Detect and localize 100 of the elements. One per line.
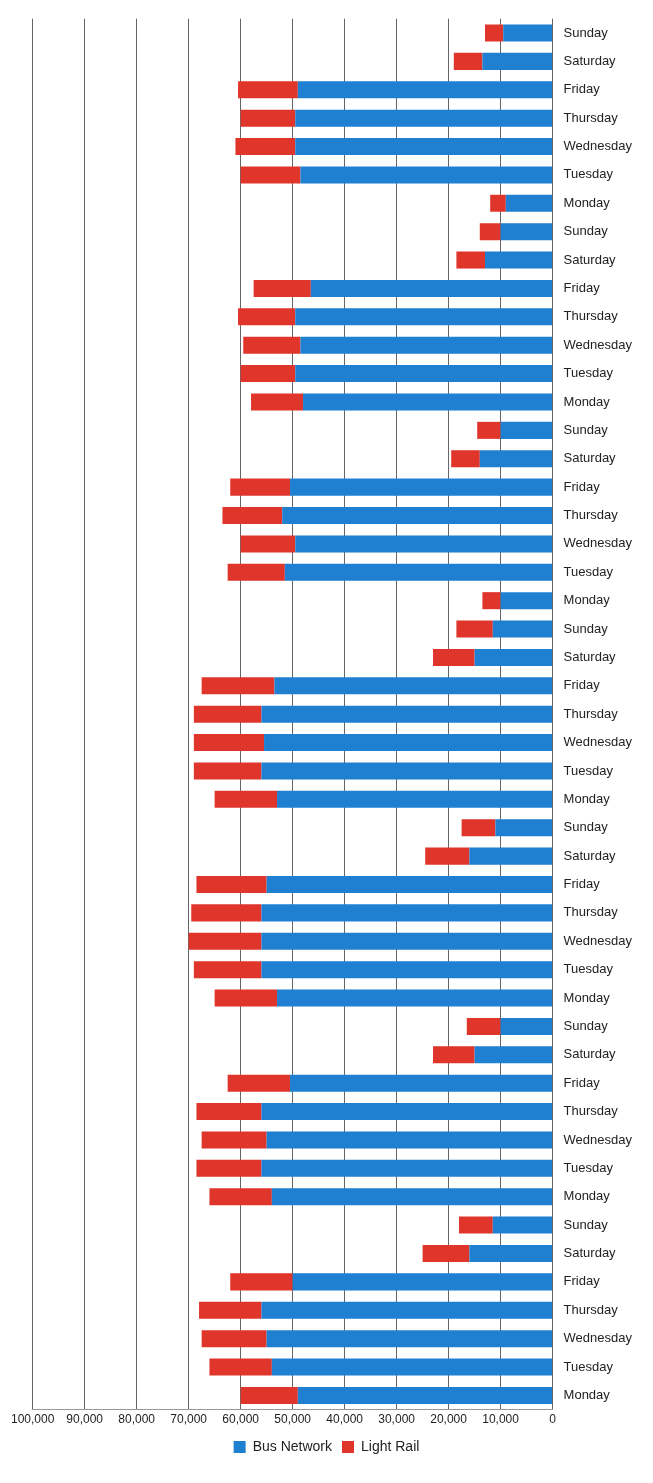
x-tick-label: 10,000: [482, 1412, 520, 1427]
bar: [277, 989, 553, 1007]
bar: [266, 1330, 553, 1348]
bar: [297, 1386, 553, 1404]
y-tick-label: Monday: [563, 1386, 611, 1402]
bar: [253, 279, 311, 297]
bar: [477, 421, 501, 439]
y-tick-label: Sunday: [563, 819, 609, 835]
bar: [193, 961, 262, 979]
bar: [264, 734, 553, 752]
x-tick-label: 90,000: [66, 1412, 104, 1427]
bar: [240, 1386, 298, 1404]
bar: [295, 365, 553, 383]
bar: [461, 819, 496, 837]
y-tick-label: Wednesday: [563, 336, 633, 352]
bar: [456, 620, 493, 638]
bar: [290, 478, 553, 496]
bar: [261, 961, 553, 979]
bar: [292, 1273, 553, 1291]
bar: [199, 1301, 262, 1319]
bar: [295, 138, 553, 156]
bar: [238, 308, 296, 326]
y-tick-label: Monday: [563, 393, 611, 409]
bar: [261, 705, 553, 723]
bar: [188, 932, 262, 950]
bar: [240, 109, 296, 127]
y-tick-label: Sunday: [563, 421, 609, 437]
bar: [453, 52, 483, 70]
y-tick-label: Tuesday: [563, 1358, 614, 1374]
bar: [191, 904, 262, 922]
y-tick-label: Thursday: [563, 507, 619, 523]
bar: [271, 1188, 553, 1206]
y-tick-label: Friday: [563, 1273, 601, 1289]
bar: [196, 1103, 262, 1121]
bar: [482, 52, 553, 70]
bar: [261, 1301, 553, 1319]
bar: [474, 648, 553, 666]
y-tick-label: Thursday: [563, 1301, 619, 1317]
bar: [277, 790, 553, 808]
y-tick-label: Friday: [563, 677, 601, 693]
legend-label: Bus Network: [252, 1437, 333, 1454]
x-tick-label: 80,000: [118, 1412, 156, 1427]
bar: [238, 81, 298, 99]
bar: [433, 1046, 475, 1064]
bar: [251, 393, 304, 411]
bar: [196, 875, 267, 894]
bar: [303, 393, 553, 411]
y-tick-label: Saturday: [563, 450, 617, 466]
bar: [261, 904, 553, 922]
y-tick-label: Tuesday: [563, 365, 614, 381]
y-tick-label: Monday: [563, 194, 611, 210]
bar: [479, 450, 553, 468]
y-tick-label: Sunday: [563, 620, 609, 636]
bar: [235, 138, 296, 156]
bar: [271, 1358, 553, 1376]
bar: [193, 705, 262, 723]
bar: [485, 24, 504, 42]
bar: [266, 1131, 553, 1149]
bar: [240, 535, 296, 553]
x-tick-label: 100,000: [10, 1412, 55, 1427]
y-tick-label: Friday: [563, 280, 601, 296]
bar: [500, 421, 553, 439]
bar: [433, 648, 475, 666]
y-tick-label: Wednesday: [563, 535, 633, 551]
bar: [422, 1244, 470, 1263]
bar: [459, 1216, 493, 1234]
bar: [495, 819, 553, 837]
bar: [274, 677, 553, 695]
bar: [469, 1244, 553, 1263]
x-tick-label: 40,000: [326, 1412, 364, 1427]
bar: [230, 478, 291, 496]
y-tick-label: Saturday: [563, 1046, 617, 1062]
y-tick-label: Friday: [563, 478, 601, 494]
y-tick-label: Tuesday: [563, 1159, 614, 1175]
y-tick-label: Saturday: [563, 649, 617, 665]
y-tick-label: Friday: [563, 81, 601, 97]
y-tick-label: Wednesday: [563, 138, 633, 154]
bar: [479, 223, 501, 241]
bar: [196, 1159, 262, 1177]
y-tick-label: Friday: [563, 876, 601, 892]
y-tick-label: Monday: [563, 1188, 611, 1204]
bar: [425, 847, 470, 865]
y-tick-label: Saturday: [563, 847, 617, 863]
bar: [500, 1017, 553, 1035]
bar: [492, 1216, 553, 1234]
y-tick-label: Tuesday: [563, 166, 614, 182]
bar: [266, 875, 553, 894]
bar: [261, 932, 553, 950]
y-tick-label: Wednesday: [563, 932, 633, 948]
y-tick-label: Monday: [563, 790, 611, 806]
x-tick-label: 0: [549, 1412, 557, 1427]
y-tick-label: Monday: [563, 592, 611, 608]
bar: [209, 1188, 272, 1206]
bar: [193, 734, 265, 752]
x-tick-label: 60,000: [222, 1412, 260, 1427]
bar: [243, 336, 301, 354]
y-tick-label: Tuesday: [563, 563, 614, 579]
y-tick-label: Thursday: [563, 1103, 619, 1119]
bar: [201, 1330, 267, 1348]
bar: [295, 535, 553, 553]
